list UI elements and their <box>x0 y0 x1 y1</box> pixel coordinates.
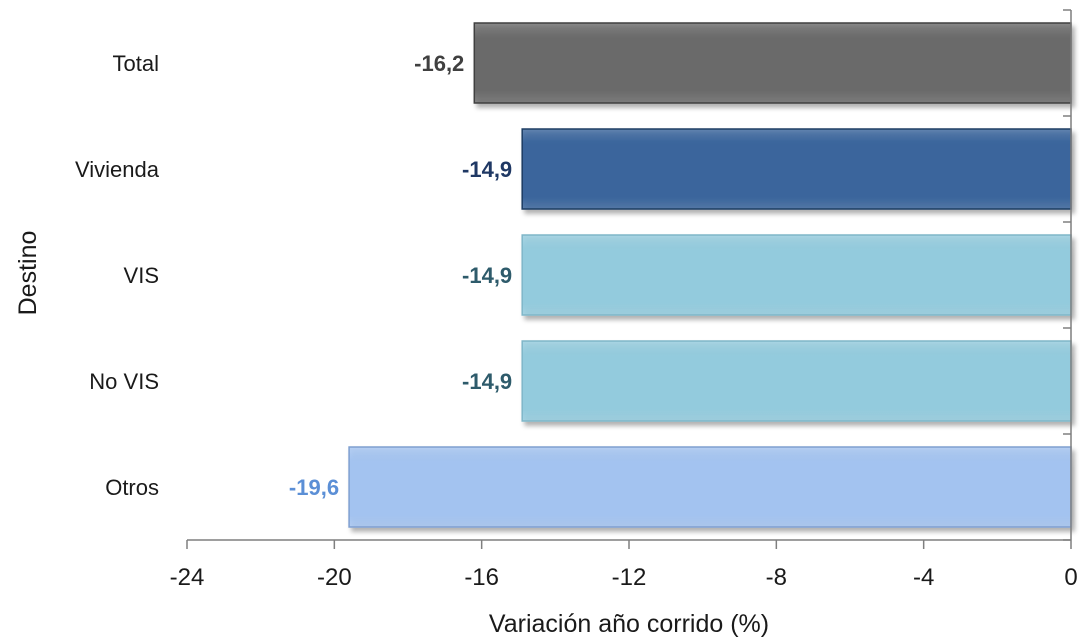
x-tick-label: -12 <box>612 564 647 591</box>
data-label: -14,9 <box>462 157 512 182</box>
bars-group <box>348 22 1072 528</box>
x-tick-label: 0 <box>1064 564 1077 591</box>
x-tick-label: -24 <box>170 564 205 591</box>
bar-no-vis <box>521 340 1072 422</box>
x-tick-label: -16 <box>464 564 499 591</box>
data-label: -19,6 <box>289 475 339 500</box>
category-label: Vivienda <box>75 157 160 182</box>
y-axis-title: Destino <box>14 231 42 316</box>
axes-group: -24 -20 -16 -12 -8 -4 0 <box>170 9 1078 591</box>
bar-otros <box>348 446 1072 528</box>
x-tick-label: -8 <box>766 564 787 591</box>
data-label: -16,2 <box>414 51 464 76</box>
x-tick-label: -4 <box>913 564 934 591</box>
bar-vivienda <box>521 128 1072 210</box>
category-label: No VIS <box>89 369 159 394</box>
category-label: VIS <box>124 263 159 288</box>
bar-total <box>473 22 1072 104</box>
x-tick-label: -20 <box>317 564 352 591</box>
labels-group: -16,2 Total -14,9 Vivienda -14,9 VIS -14,9 No V… <box>75 51 512 500</box>
x-axis-title: Variación año corrido (%) <box>489 610 769 638</box>
data-label: -14,9 <box>462 263 512 288</box>
category-label: Otros <box>105 475 159 500</box>
data-label: -14,9 <box>462 369 512 394</box>
category-label: Total <box>113 51 159 76</box>
bar-vis <box>521 234 1072 316</box>
